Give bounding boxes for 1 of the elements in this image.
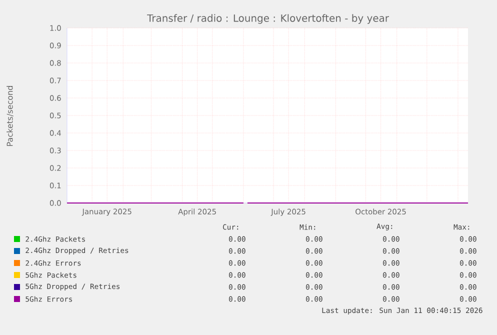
- chart-title: Transfer / radio : Lounge : Klovertoften - by year: [147, 14, 389, 24]
